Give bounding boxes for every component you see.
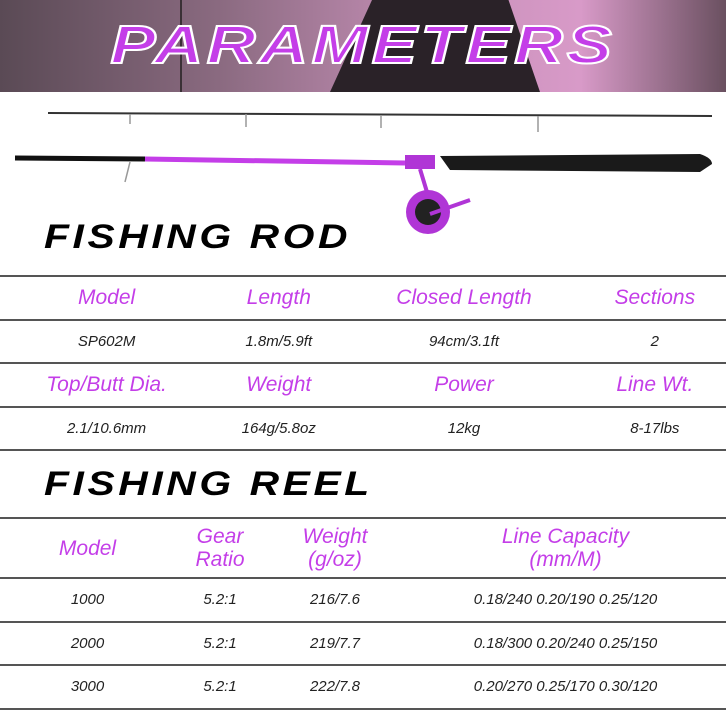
header-line: Weight [302,525,368,548]
header-cell: Weight (g/oz) [265,517,405,579]
cell: 216/7.6 [265,577,405,623]
cell: 3000 [0,664,175,710]
table-row: 2000 5.2:1 219/7.7 0.18/300 0.20/240 0.2… [0,620,726,666]
cell: 5.2:1 [175,620,265,666]
cell: 0.20/270 0.25/170 0.30/120 [405,664,726,710]
header-cell: Top/Butt Dia. [0,362,214,408]
table-row: SP602M 1.8m/5.9ft 94cm/3.1ft 2 [0,318,726,364]
cell: SP602M [0,318,214,364]
fishing-rod-image [14,112,713,234]
cell: 0.18/240 0.20/190 0.25/120 [405,577,726,623]
banner-title: PARAMETERS [109,14,616,76]
header-line: Line Capacity [501,525,630,548]
table-header-row: Model Length Closed Length Sections [0,275,726,321]
table-header-row: Model Gear Ratio Weight (g/oz) Line Capac… [0,517,726,579]
cell: 0.18/300 0.20/240 0.25/150 [405,620,726,666]
cell: 2000 [0,620,175,666]
header-cell: Length [213,275,345,321]
cell: 222/7.8 [265,664,405,710]
table-header-row: Top/Butt Dia. Weight Power Line Wt. [0,362,726,408]
cell: 8-17lbs [583,405,726,451]
cell: 5.2:1 [175,664,265,710]
table-row: 1000 5.2:1 216/7.6 0.18/240 0.20/190 0.2… [0,577,726,623]
header-cell: Model [0,517,175,579]
cell: 219/7.7 [265,620,405,666]
banner: PARAMETERS [0,0,726,92]
fishing-reel-title: FISHING REEL [44,465,373,503]
fishing-rod-title: FISHING ROD [44,218,352,256]
header-line: (mm/M) [529,548,602,571]
header-cell: Closed Length [344,275,584,321]
table-row: 2.1/10.6mm 164g/5.8oz 12kg 8-17lbs [0,405,726,451]
header-cell: Line Wt. [583,362,726,408]
cell: 5.2:1 [175,577,265,623]
banner-silhouette [330,0,540,92]
rod-spec-table: Model Length Closed Length Sections SP60… [0,275,726,451]
header-cell: Model [0,275,214,321]
header-cell: Weight [213,362,345,408]
cell: 1.8m/5.9ft [213,318,345,364]
cell: 2.1/10.6mm [0,405,214,451]
cell: 2 [583,318,726,364]
banner-pole [180,0,182,92]
header-cell: Power [344,362,584,408]
cell: 12kg [344,405,584,451]
table-row: 3000 5.2:1 222/7.8 0.20/270 0.25/170 0.3… [0,664,726,710]
header-line: (g/oz) [308,548,362,571]
cell: 94cm/3.1ft [344,318,584,364]
reel-spec-table: Model Gear Ratio Weight (g/oz) Line Capac… [0,517,726,710]
header-cell: Sections [583,275,726,321]
header-cell: Line Capacity (mm/M) [405,517,726,579]
header-cell: Gear Ratio [175,517,265,579]
cell: 1000 [0,577,175,623]
cell: 164g/5.8oz [213,405,345,451]
